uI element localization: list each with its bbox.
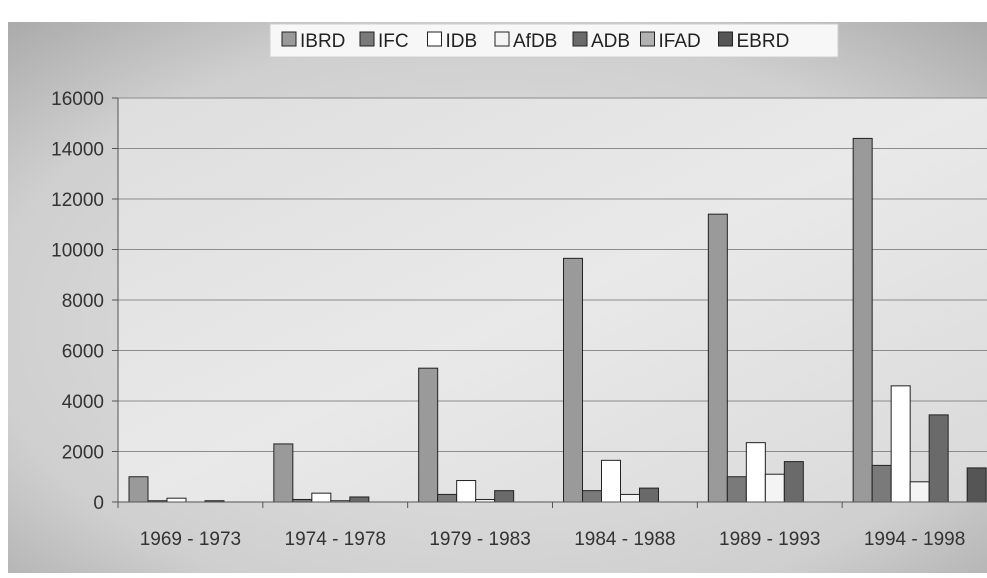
y-tick-label: 0	[93, 493, 104, 514]
y-axis: 0 2000 4000 6000 8000 10000 12000 14000 16000	[51, 89, 119, 514]
legend-swatch-afdb	[494, 31, 510, 47]
bar-idb	[311, 492, 332, 503]
bar-ibrd	[563, 257, 583, 503]
y-tick-label: 10000	[51, 241, 104, 262]
bar-ibrd	[852, 137, 873, 503]
legend-swatch-ifc	[359, 31, 375, 47]
bar-adb	[783, 461, 804, 503]
bar-idb	[601, 459, 621, 503]
bar-ibrd	[418, 367, 439, 503]
bar-idb	[166, 497, 187, 503]
bar-ifc	[582, 490, 602, 503]
bar-ifc	[437, 493, 458, 503]
legend-swatch-ifad	[640, 31, 655, 47]
y-tick-label: 16000	[51, 89, 104, 110]
x-tick-label: 1979 - 1983	[429, 529, 530, 550]
gridlines	[118, 97, 987, 452]
x-axis: 1969 - 1973 1974 - 1978 1979 - 1983 1984 - …	[117, 501, 987, 550]
bar-afdb	[909, 481, 930, 503]
bar-idb	[745, 442, 766, 503]
bar-ibrd	[273, 443, 294, 503]
legend-swatch-ibrd	[281, 31, 297, 47]
bar-ifc	[871, 464, 892, 503]
bar-ibrd	[707, 213, 728, 503]
x-tick-label: 1974 - 1978	[285, 529, 386, 550]
y-tick-label: 8000	[62, 291, 104, 312]
bar-afdb	[764, 473, 785, 503]
bar-afdb	[620, 493, 640, 503]
y-tick-label: 6000	[62, 342, 104, 363]
legend-label-ibrd: IBRD	[300, 31, 345, 52]
legend-label-ifc: IFC	[378, 31, 409, 52]
bar-ebrd	[966, 467, 987, 503]
bar-ifc	[726, 476, 747, 503]
x-tick-label: 1989 - 1993	[719, 529, 820, 550]
y-tick-label: 12000	[51, 190, 104, 211]
x-tick-label: 1994 - 1998	[864, 529, 965, 550]
bar-ibrd	[128, 476, 149, 503]
bar-adb	[494, 490, 515, 503]
bar-adb	[349, 496, 370, 503]
legend-label-idb: IDB	[446, 31, 478, 52]
legend-swatch-adb	[572, 31, 588, 47]
bar-idb	[456, 480, 477, 503]
x-tick-label: 1984 - 1988	[574, 529, 675, 550]
legend-label-ebrd: EBRD	[737, 31, 790, 52]
bar-idb	[890, 385, 911, 503]
x-tick-label: 1969 - 1973	[140, 529, 241, 550]
y-tick-label: 14000	[51, 140, 104, 161]
legend: IBRD IFC IDB AfDB ADB IFAD EBRD	[269, 23, 839, 58]
bar-adb	[639, 487, 659, 503]
bars	[128, 137, 987, 503]
y-tick-label: 4000	[62, 392, 104, 413]
legend-label-ifad: IFAD	[659, 31, 701, 52]
legend-swatch-idb	[427, 31, 442, 47]
legend-swatch-ebrd	[718, 31, 733, 47]
legend-label-afdb: AfDB	[513, 31, 557, 52]
legend-label-adb: ADB	[591, 31, 630, 52]
y-tick-label: 2000	[62, 443, 104, 464]
bar-adb	[928, 414, 949, 503]
